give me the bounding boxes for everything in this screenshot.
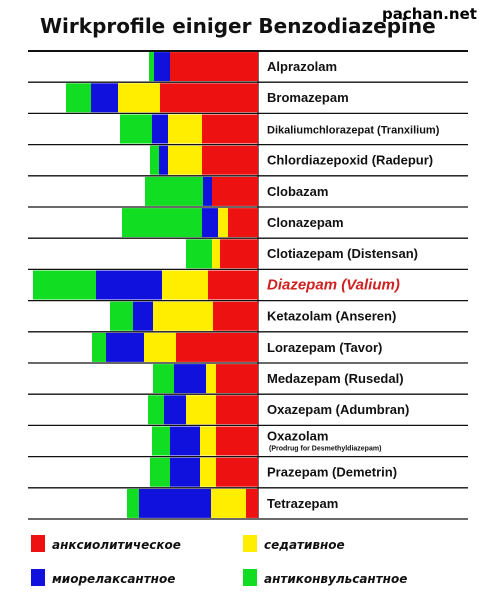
bar-diazepam-valium-s0 — [208, 270, 258, 300]
bar-oxazepam-adumbran-s3 — [148, 395, 164, 425]
bar-clotiazepam-distensan-s1 — [212, 239, 220, 269]
bar-ketazolam-anseren-s3 — [110, 301, 133, 331]
bar-medazepam-rusedal-s1 — [206, 364, 216, 394]
drug-label-chlordiazepoxid-radepur: Chlordiazepoxid (Radepur) — [267, 153, 433, 168]
bar-prazepam-demetrin-s0 — [216, 457, 258, 487]
bar-clotiazepam-distensan-s0 — [220, 239, 258, 269]
bar-bromazepam-s2 — [91, 83, 118, 113]
drug-label-clotiazepam-distensan: Clotiazepam (Distensan) — [267, 246, 418, 261]
bar-lorazepam-tavor-s2 — [106, 332, 144, 362]
drug-label-tetrazepam: Tetrazepam — [267, 496, 338, 511]
bar-tetrazepam-s2 — [139, 488, 211, 518]
bar-clobazam-s0 — [212, 176, 258, 206]
bar-dikaliumchlorazepat-tranxilium-s2 — [152, 114, 168, 144]
chart-title: Wirkprofile einiger Benzodiazepine — [40, 14, 436, 38]
bar-alprazolam-s0 — [170, 52, 258, 82]
bar-prazepam-demetrin-s1 — [200, 457, 216, 487]
drug-label-alprazolam: Alprazolam — [267, 59, 337, 74]
bar-oxazolam-s0 — [216, 426, 258, 456]
legend-swatch-3 — [243, 569, 257, 586]
bar-alprazolam-s2 — [154, 52, 170, 82]
bar-prazepam-demetrin-s2 — [170, 457, 200, 487]
bar-oxazepam-adumbran-s1 — [186, 395, 216, 425]
bar-clonazepam-s1 — [218, 208, 228, 238]
legend-label-0: анксиолитическое — [52, 538, 181, 552]
bar-tetrazepam-s3 — [127, 488, 139, 518]
legend-label-2: миорелаксантное — [52, 572, 175, 586]
bar-oxazepam-adumbran-s0 — [216, 395, 258, 425]
bar-clotiazepam-distensan-s3 — [186, 239, 212, 269]
bar-oxazolam-s3 — [152, 426, 170, 456]
legend-swatch-0 — [31, 535, 45, 552]
bar-dikaliumchlorazepat-tranxilium-s3 — [120, 114, 152, 144]
bar-lorazepam-tavor-s3 — [92, 332, 106, 362]
bar-medazepam-rusedal-s0 — [216, 364, 258, 394]
bar-lorazepam-tavor-s0 — [176, 332, 258, 362]
bar-ketazolam-anseren-s2 — [133, 301, 153, 331]
bar-diazepam-valium-s1 — [162, 270, 208, 300]
bar-medazepam-rusedal-s2 — [174, 364, 206, 394]
legend-swatch-1 — [243, 535, 257, 552]
bar-tetrazepam-s0 — [246, 488, 258, 518]
legend-label-1: седативное — [264, 538, 345, 552]
drug-label-clonazepam: Clonazepam — [267, 215, 344, 230]
bar-medazepam-rusedal-s3 — [153, 364, 174, 394]
bar-oxazolam-s1 — [200, 426, 216, 456]
bar-clobazam-s3 — [145, 176, 203, 206]
legend: анксиолитическое седативное миорелаксантно… — [31, 535, 407, 586]
legend-label-3: антиконвульсантное — [264, 572, 407, 586]
bar-diazepam-valium-s3 — [33, 270, 96, 300]
bar-chlordiazepoxid-radepur-s0 — [202, 145, 258, 175]
drug-label-bromazepam: Bromazepam — [267, 90, 349, 105]
bar-bromazepam-s0 — [160, 83, 258, 113]
bar-lorazepam-tavor-s1 — [144, 332, 176, 362]
bar-bromazepam-s3 — [66, 83, 91, 113]
bar-clonazepam-s3 — [122, 208, 202, 238]
drug-label-oxazolam: Oxazolam — [267, 428, 328, 443]
chart-rows: Alprazolam Bromazepam Dikaliumchlorazepat … — [28, 52, 468, 520]
bar-alprazolam-s3 — [149, 52, 154, 82]
bar-clonazepam-s0 — [228, 208, 258, 238]
bar-oxazepam-adumbran-s2 — [164, 395, 186, 425]
drug-label-diazepam-valium: Diazepam (Valium) — [267, 276, 400, 293]
drug-label-ketazolam-anseren: Ketazolam (Anseren) — [267, 309, 396, 324]
bar-prazepam-demetrin-s3 — [150, 457, 170, 487]
bar-chlordiazepoxid-radepur-s3 — [150, 145, 159, 175]
watermark: pachan.net — [382, 5, 477, 23]
bar-clobazam-s2 — [203, 176, 212, 206]
bar-oxazolam-s2 — [170, 426, 200, 456]
bar-dikaliumchlorazepat-tranxilium-s1 — [168, 114, 202, 144]
drug-sublabel-oxazolam: (Prodrug for Desmethyldiazepam) — [269, 445, 381, 452]
drug-label-medazepam-rusedal: Medazepam (Rusedal) — [267, 371, 404, 386]
bar-chlordiazepoxid-radepur-s1 — [168, 145, 202, 175]
drug-label-prazepam-demetrin: Prazepam (Demetrin) — [267, 465, 397, 480]
bar-dikaliumchlorazepat-tranxilium-s0 — [202, 114, 258, 144]
drug-label-dikaliumchlorazepat-tranxilium: Dikaliumchlorazepat (Tranxilium) — [267, 124, 440, 136]
bar-tetrazepam-s1 — [211, 488, 246, 518]
drug-label-clobazam: Clobazam — [267, 184, 328, 199]
drug-label-lorazepam-tavor: Lorazepam (Tavor) — [267, 340, 382, 355]
drug-label-oxazepam-adumbran: Oxazepam (Adumbran) — [267, 402, 409, 417]
bar-bromazepam-s1 — [118, 83, 160, 113]
legend-swatch-2 — [31, 569, 45, 586]
bar-clonazepam-s2 — [202, 208, 218, 238]
bar-ketazolam-anseren-s1 — [153, 301, 213, 331]
bar-chlordiazepoxid-radepur-s2 — [159, 145, 168, 175]
bar-ketazolam-anseren-s0 — [213, 301, 258, 331]
bar-diazepam-valium-s2 — [96, 270, 162, 300]
